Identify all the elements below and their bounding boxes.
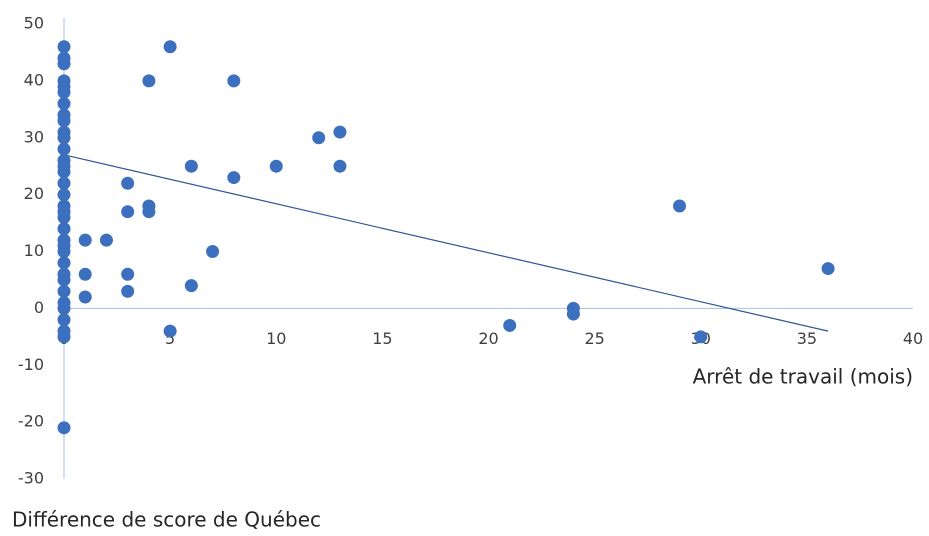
trendline	[63, 154, 829, 332]
y-tick-label: 40	[24, 70, 44, 89]
point	[57, 131, 71, 145]
x-tick-label: 35	[797, 329, 817, 348]
point	[99, 233, 113, 247]
point	[269, 159, 283, 173]
point	[57, 142, 71, 156]
point	[57, 97, 71, 111]
x-tick-label: 10	[266, 329, 286, 348]
point	[206, 245, 220, 258]
point	[57, 176, 71, 190]
point	[694, 330, 708, 344]
point	[57, 222, 71, 236]
point	[57, 245, 71, 258]
y-tick-label: 20	[24, 184, 44, 203]
point	[57, 421, 71, 435]
point	[142, 74, 156, 88]
point	[227, 74, 241, 88]
point	[163, 40, 177, 54]
point	[78, 233, 92, 247]
y-tick-label: 0	[34, 298, 44, 317]
point	[142, 205, 156, 219]
y-tick-label: -10	[18, 355, 44, 374]
point	[57, 210, 71, 224]
y-tick-label: -20	[18, 412, 44, 431]
x-tick-label: 5	[165, 329, 175, 348]
point	[57, 313, 71, 327]
y-tick-label: 30	[24, 127, 44, 146]
point	[184, 159, 198, 173]
y-tick-label: 50	[24, 14, 44, 33]
point	[57, 256, 71, 270]
x-tick-label: 25	[584, 329, 604, 348]
x-axis-label: Arrêt de travail (mois)	[693, 365, 913, 389]
x-tick-label: 40	[903, 329, 923, 348]
point	[57, 40, 71, 54]
point	[57, 85, 71, 99]
point	[566, 307, 580, 321]
point	[57, 165, 71, 179]
point	[57, 301, 71, 315]
y-tick-label: -30	[18, 469, 44, 488]
point	[333, 125, 347, 139]
point	[121, 176, 135, 190]
point	[78, 290, 92, 304]
x-tick-label: 15	[372, 329, 392, 348]
point	[333, 159, 347, 173]
x-tick-label: 20	[478, 329, 498, 348]
point	[57, 273, 71, 287]
point	[821, 262, 835, 276]
y-tick-label: 10	[24, 241, 44, 260]
point	[503, 318, 517, 332]
point	[121, 267, 135, 281]
point	[227, 171, 241, 185]
point	[78, 267, 92, 281]
point	[673, 199, 687, 213]
y-axis-label: Différence de score de Québec	[12, 508, 321, 532]
point	[312, 131, 326, 145]
point	[163, 324, 177, 338]
point	[184, 279, 198, 293]
point	[57, 284, 71, 298]
point	[57, 114, 71, 128]
point	[57, 188, 71, 202]
point	[121, 205, 135, 219]
point	[57, 57, 71, 71]
point	[121, 284, 135, 298]
point	[57, 330, 71, 344]
